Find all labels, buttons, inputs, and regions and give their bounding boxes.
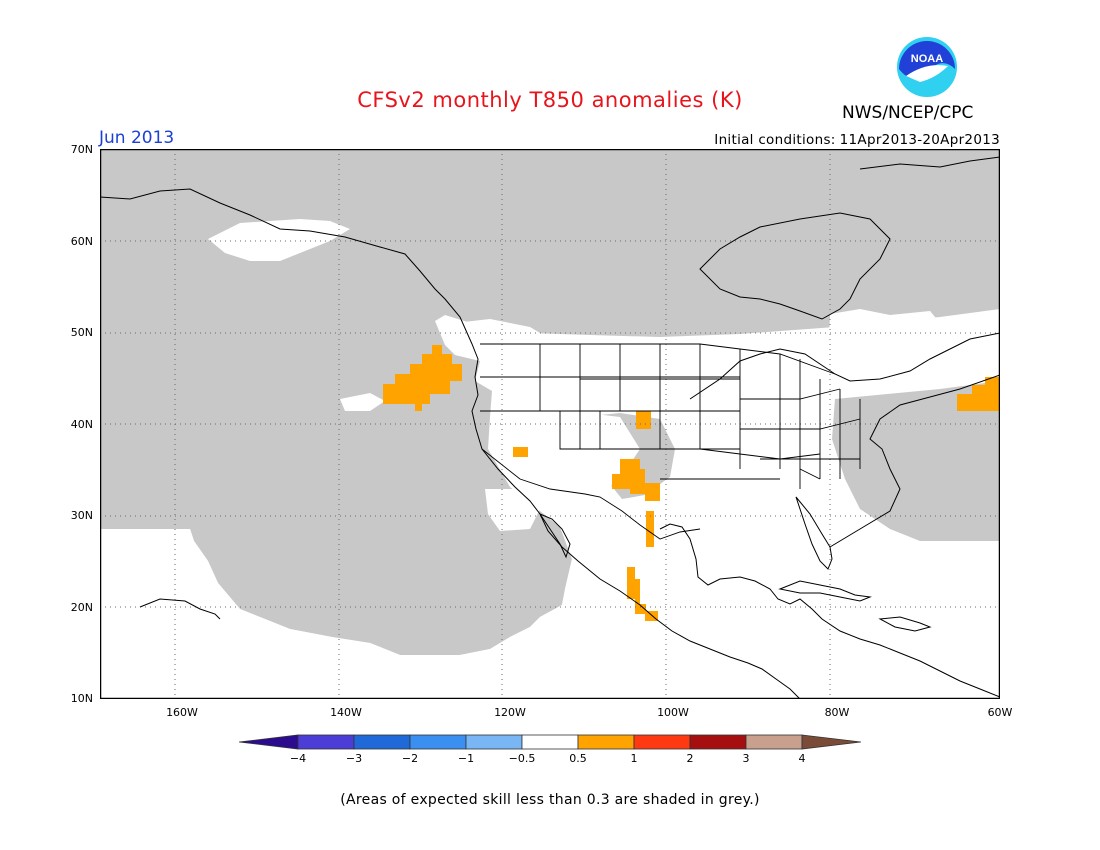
- initial-conditions-label: Initial conditions:: [714, 132, 836, 148]
- lat-label-50n: 50N: [70, 326, 93, 339]
- lat-label-10n: 10N: [70, 692, 93, 705]
- colorbar-segment: [353, 734, 411, 750]
- lon-label-140w: 140W: [330, 706, 362, 719]
- colorbar-tick-label: 0.5: [569, 752, 587, 765]
- lon-label-80w: 80W: [824, 706, 850, 719]
- colorbar-tick-label: −0.5: [508, 752, 536, 765]
- colorbar-tick-label: −4: [289, 752, 307, 765]
- lat-label-70n: 70N: [70, 143, 93, 156]
- colorbar-tick-label: −3: [345, 752, 363, 765]
- colorbar-tick-label: −1: [457, 752, 475, 765]
- colorbar-tick-label: 3: [742, 752, 750, 765]
- lat-label-40n: 40N: [70, 418, 93, 431]
- colorbar-tick-label: 4: [798, 752, 806, 765]
- lon-label-120w: 120W: [494, 706, 526, 719]
- lat-label-30n: 30N: [70, 509, 93, 522]
- political-borders: [480, 343, 861, 540]
- lat-label-60n: 60N: [70, 235, 93, 248]
- colorbar-segment: [297, 734, 355, 750]
- noaa-logo: NOAA: [896, 36, 958, 102]
- colorbar-segment: [745, 734, 803, 750]
- anomaly-map: [100, 149, 1000, 699]
- lat-label-20n: 20N: [70, 601, 93, 614]
- colorbar-segment: [801, 734, 861, 750]
- colorbar-tick-label: −2: [401, 752, 419, 765]
- coastlines: [100, 156, 1000, 699]
- skill-footnote: (Areas of expected skill less than 0.3 a…: [340, 792, 760, 808]
- high-skill-areas: [100, 219, 1000, 699]
- forecast-month: Jun 2013: [99, 128, 175, 148]
- lat-lon-gridlines: [100, 149, 1000, 699]
- chart-title: CFSv2 monthly T850 anomalies (K): [357, 88, 743, 112]
- colorbar-segment: [577, 734, 635, 750]
- colorbar-segment: [521, 734, 579, 750]
- initial-conditions-value: 11Apr2013-20Apr2013: [839, 132, 1000, 148]
- positive-anomaly-patches: [383, 345, 1000, 621]
- colorbar-segment: [689, 734, 747, 750]
- lon-label-100w: 100W: [657, 706, 689, 719]
- colorbar: [239, 734, 861, 750]
- initial-conditions: Initial conditions: 11Apr2013-20Apr2013: [710, 132, 1000, 148]
- agency-label: NWS/NCEP/CPC: [842, 103, 974, 123]
- colorbar-segment: [465, 734, 523, 750]
- colorbar-segment: [239, 734, 299, 750]
- low-skill-mask: [100, 149, 1000, 655]
- colorbar-tick-label: 2: [686, 752, 694, 765]
- colorbar-segment: [633, 734, 691, 750]
- logo-text: NOAA: [911, 53, 943, 65]
- colorbar-segment: [409, 734, 467, 750]
- lon-label-60w: 60W: [987, 706, 1013, 719]
- colorbar-tick-label: 1: [630, 752, 638, 765]
- lon-label-160w: 160W: [166, 706, 198, 719]
